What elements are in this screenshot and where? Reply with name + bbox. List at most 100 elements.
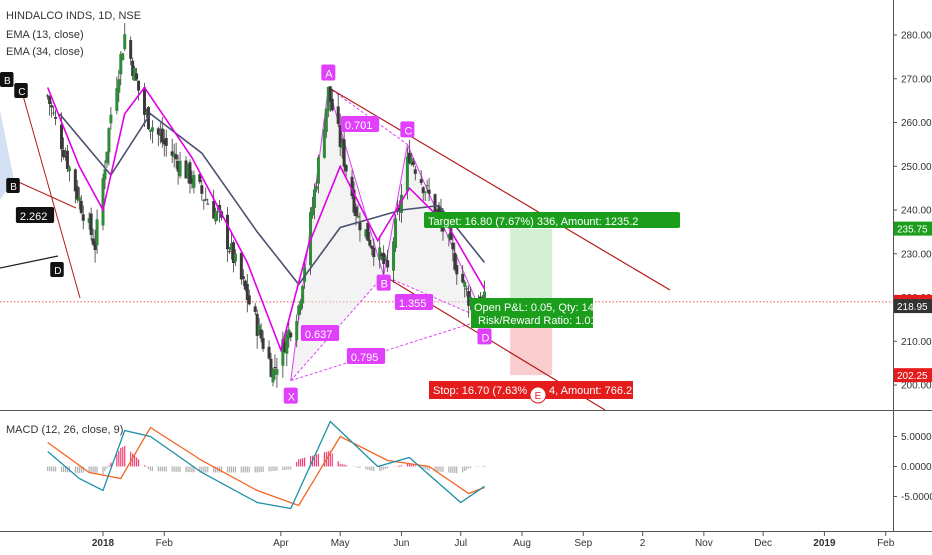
target-zone — [510, 228, 553, 302]
ema13-legend[interactable]: EMA (13, close) — [6, 29, 84, 41]
candle-body — [287, 329, 291, 339]
candle-body — [437, 206, 441, 215]
candle-body — [378, 247, 382, 260]
macd-tick-label: 5.0000 — [901, 432, 932, 443]
macd-tick-label: -5.0000 — [901, 492, 932, 503]
candle-body — [73, 169, 77, 192]
candle-body — [405, 156, 409, 192]
pnl-box-bg — [471, 298, 593, 328]
candle-body — [366, 222, 370, 241]
candle-body — [364, 229, 368, 237]
candle-body — [226, 214, 230, 250]
ema34-legend[interactable]: EMA (34, close) — [6, 46, 84, 58]
candle-body — [372, 247, 376, 258]
candle-body — [451, 242, 455, 250]
time-tick-label: Feb — [156, 538, 174, 549]
candle-body — [50, 105, 54, 108]
left-trend-line — [0, 255, 59, 269]
candle-body — [172, 153, 176, 158]
price-axis-label-bg — [894, 221, 932, 236]
candle-body — [407, 152, 411, 164]
candle-body — [261, 338, 265, 349]
price-axis-label: 218.95 — [894, 299, 932, 314]
left-point-b-text: B — [4, 76, 11, 87]
ratio-left-label-bg — [15, 207, 55, 223]
target-label-bg — [424, 212, 681, 228]
pattern-point-b-bg — [376, 274, 391, 291]
left-point-c-bg — [14, 83, 28, 98]
candle-body — [447, 234, 451, 239]
candle-body — [338, 125, 342, 147]
left-point-d-bg — [50, 262, 64, 277]
candle-body — [411, 161, 415, 165]
time-tick-label: Sep — [574, 538, 592, 549]
left-point-b2-bg — [6, 178, 20, 193]
candle-body — [192, 174, 196, 188]
candle-body — [204, 199, 208, 201]
candle-body — [186, 164, 190, 179]
pattern-point-b: B — [376, 274, 391, 291]
pattern-xab-fill — [290, 87, 384, 381]
candle-body — [469, 296, 473, 306]
candle-body — [89, 213, 93, 235]
candle-body — [295, 320, 299, 341]
candle-body — [233, 253, 237, 262]
candle-body — [245, 283, 249, 301]
candle-body — [253, 306, 257, 312]
candle-body — [162, 139, 166, 145]
candle-body — [202, 199, 206, 201]
ema34-line — [58, 112, 486, 286]
candle-body — [81, 214, 85, 221]
candle-body — [316, 157, 320, 184]
time-tick-label: 2 — [640, 538, 646, 549]
pattern-point-c: C — [400, 121, 415, 138]
candle-body — [227, 251, 231, 253]
candle-body — [275, 369, 279, 375]
candle-body — [131, 60, 135, 77]
candle-body — [143, 87, 147, 115]
time-tick-label: Nov — [695, 538, 713, 549]
ratio-bc-label: 1.355 — [394, 294, 434, 310]
candle-body — [178, 160, 182, 177]
candle-body — [384, 257, 388, 259]
symbol-legend[interactable]: HINDALCO INDS, 1D, NSE — [6, 10, 142, 22]
candle-body — [289, 332, 293, 338]
candle-body — [394, 218, 398, 249]
candle-body — [77, 197, 81, 201]
time-tick-label: Apr — [273, 538, 289, 549]
candle-body — [137, 80, 141, 91]
candle-body — [119, 53, 123, 75]
macd-tick-label: 0.0000 — [901, 462, 932, 473]
time-tick-label: Dec — [754, 538, 772, 549]
candle-body — [397, 207, 401, 211]
stop-tail-text: 4, Amount: 766.2 — [549, 385, 632, 397]
ratio-xa-label-text: 0.637 — [305, 329, 333, 341]
candle-body — [482, 291, 486, 304]
candle-body — [269, 358, 273, 378]
candle-body — [174, 154, 178, 160]
candle-body — [382, 252, 386, 265]
candle-body — [247, 295, 251, 305]
candle-body — [358, 222, 362, 231]
left-channel-line — [21, 91, 81, 299]
candle-body — [427, 189, 431, 194]
candle-body — [267, 346, 271, 359]
candle-body — [184, 160, 188, 179]
candle-body — [311, 206, 315, 216]
candle-body — [273, 367, 277, 369]
candle-body — [285, 333, 289, 354]
candle-body — [352, 189, 356, 213]
macd-legend[interactable]: MACD (12, 26, close, 9) — [6, 424, 124, 436]
ratio-left-label-text: 2.262 — [20, 211, 48, 223]
pattern-leg — [290, 318, 485, 382]
candle-body — [409, 158, 413, 164]
candle-body — [283, 341, 287, 353]
candle-body — [200, 185, 204, 194]
stop-label: Stop: 16.70 (7.63% 4, Amount: 766.2 — [429, 381, 633, 399]
pattern-point-b-text: B — [381, 279, 388, 291]
candle-body — [115, 88, 119, 111]
candle-body — [91, 238, 95, 245]
candle-body — [117, 79, 121, 93]
